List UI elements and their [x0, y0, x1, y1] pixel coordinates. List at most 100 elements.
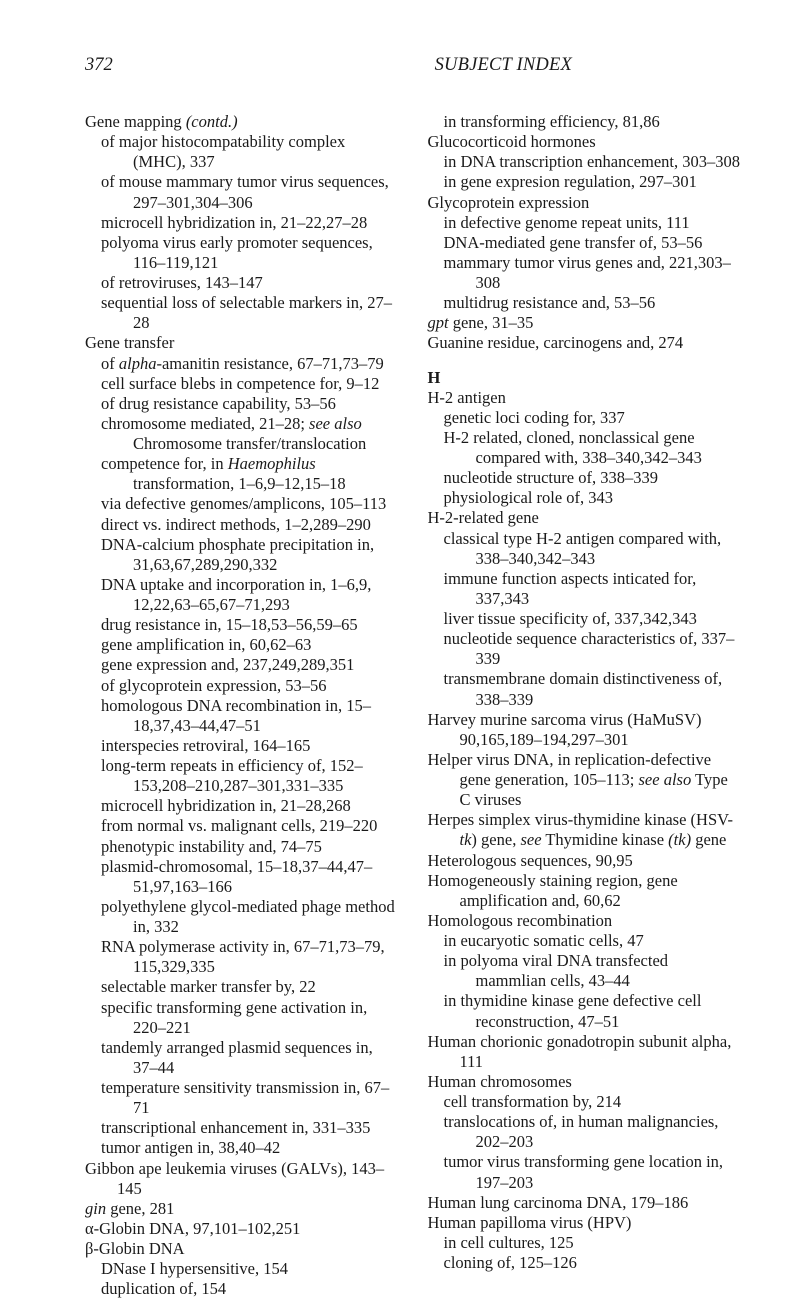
index-entry: H-2-related gene	[428, 508, 743, 528]
index-subentry: RNA polymerase activity in, 67–71,73–79,…	[85, 937, 400, 977]
see: see	[520, 830, 541, 849]
index-entry: Homologous recombination	[428, 911, 743, 931]
index-subentry: microcell hybridization in, 21–28,268	[85, 796, 400, 816]
index-subentry: DNA uptake and incorporation in, 1–6,9, …	[85, 575, 400, 615]
index-subentry: genetic loci coding for, 337	[428, 408, 743, 428]
index-subentry: in gene expresion regulation, 297–301	[428, 172, 743, 192]
index-entry: Human lung carcinoma DNA, 179–186	[428, 1193, 743, 1213]
text: Chromosome transfer/translocation	[133, 434, 366, 453]
index-subentry: tumor antigen in, 38,40–42	[85, 1138, 400, 1158]
index-subentry: nucleotide structure of, 338–339	[428, 468, 743, 488]
text: competence for, in	[101, 454, 228, 473]
index-subentry: translocations of, in human malignancies…	[428, 1112, 743, 1152]
index-subentry: chromosome mediated, 21–28; see also Chr…	[85, 414, 400, 454]
text: gene, 281	[106, 1199, 174, 1218]
index-entry: H-2 antigen	[428, 388, 743, 408]
text: of	[101, 354, 119, 373]
index-subentry: competence for, in Haemophilus transform…	[85, 454, 400, 494]
index-entry: Helper virus DNA, in replication-defecti…	[428, 750, 743, 810]
index-subentry: homologous DNA recombination in, 15–18,3…	[85, 696, 400, 736]
index-entry: Guanine residue, carcinogens and, 274	[428, 333, 743, 353]
italic-term: gin	[85, 1199, 106, 1218]
index-entry: Homogeneously staining region, gene ampl…	[428, 871, 743, 911]
italic-term: tk	[460, 830, 472, 849]
index-subentry: specific transforming gene activation in…	[85, 998, 400, 1038]
index-subentry: nucleotide sequence characteristics of, …	[428, 629, 743, 669]
text: -amanitin resistance, 67–71,73–79	[156, 354, 383, 373]
index-subentry: drug resistance in, 15–18,53–56,59–65	[85, 615, 400, 635]
index-entry: Glucocorticoid hormones	[428, 132, 743, 152]
index-subentry: duplication of, 154	[85, 1279, 400, 1299]
index-subentry: in thymidine kinase gene defective cell …	[428, 991, 743, 1031]
index-subentry: DNase I hypersensitive, 154	[85, 1259, 400, 1279]
index-subentry: DNA-calcium phosphate precipitation in, …	[85, 535, 400, 575]
index-subentry: DNA-mediated gene transfer of, 53–56	[428, 233, 743, 253]
index-entry: Human papilloma virus (HPV)	[428, 1213, 743, 1233]
index-subentry: via defective genomes/amplicons, 105–113	[85, 494, 400, 514]
index-subentry: of drug resistance capability, 53–56	[85, 394, 400, 414]
index-entry: Heterologous sequences, 90,95	[428, 851, 743, 871]
index-subentry: in eucaryotic somatic cells, 47	[428, 931, 743, 951]
index-subentry: tumor virus transforming gene location i…	[428, 1152, 743, 1192]
index-subentry: in polyoma viral DNA transfected mammlia…	[428, 951, 743, 991]
text: Herpes simplex virus-thymidine kinase (H…	[428, 810, 734, 829]
index-entry: Harvey murine sarcoma virus (HaMuSV) 90,…	[428, 710, 743, 750]
contd-marker: (contd.)	[186, 112, 238, 131]
index-entry: β-Globin DNA	[85, 1239, 400, 1259]
index-subentry: of major histocompatability complex (MHC…	[85, 132, 400, 172]
index-columns: Gene mapping (contd.) of major histocomp…	[85, 112, 742, 1299]
index-subentry: of glycoprotein expression, 53–56	[85, 676, 400, 696]
index-entry: Human chorionic gonadotropin subunit alp…	[428, 1032, 743, 1072]
index-subentry: of mouse mammary tumor virus sequences, …	[85, 172, 400, 212]
section-heading-h: H	[428, 368, 743, 388]
index-entry: Human chromosomes	[428, 1072, 743, 1092]
index-subentry: phenotypic instability and, 74–75	[85, 837, 400, 857]
index-entry: Gene mapping (contd.)	[85, 112, 400, 132]
index-subentry: in cell cultures, 125	[428, 1233, 743, 1253]
index-subentry: gene amplification in, 60,62–63	[85, 635, 400, 655]
index-subentry: classical type H-2 antigen compared with…	[428, 529, 743, 569]
index-entry: α-Globin DNA, 97,101–102,251	[85, 1219, 400, 1239]
index-subentry: liver tissue specificity of, 337,342,343	[428, 609, 743, 629]
index-subentry: in defective genome repeat units, 111	[428, 213, 743, 233]
index-subentry: interspecies retroviral, 164–165	[85, 736, 400, 756]
index-subentry: selectable marker transfer by, 22	[85, 977, 400, 997]
italic-term: (tk)	[668, 830, 691, 849]
running-title: SUBJECT INDEX	[435, 55, 572, 76]
index-subentry: of retroviruses, 143–147	[85, 273, 400, 293]
index-subentry: in DNA transcription enhancement, 303–30…	[428, 152, 743, 172]
index-subentry: temperature sensitivity transmission in,…	[85, 1078, 400, 1118]
index-subentry: microcell hybridization in, 21–22,27–28	[85, 213, 400, 233]
page: 372 SUBJECT INDEX Gene mapping (contd.) …	[0, 0, 800, 1208]
index-entry: gpt gene, 31–35	[428, 313, 743, 333]
index-subentry: cloning of, 125–126	[428, 1253, 743, 1273]
index-subentry: long-term repeats in efficiency of, 152–…	[85, 756, 400, 796]
text: Thymidine kinase	[542, 830, 669, 849]
index-subentry: transcriptional enhancement in, 331–335	[85, 1118, 400, 1138]
index-subentry: tandemly arranged plasmid sequences in, …	[85, 1038, 400, 1078]
index-subentry: of alpha-amanitin resistance, 67–71,73–7…	[85, 354, 400, 374]
index-subentry: polyoma virus early promoter sequences, …	[85, 233, 400, 273]
index-entry: Gibbon ape leukemia viruses (GALVs), 143…	[85, 1159, 400, 1199]
index-subentry: physiological role of, 343	[428, 488, 743, 508]
index-entry: Glycoprotein expression	[428, 193, 743, 213]
index-subentry: cell surface blebs in competence for, 9–…	[85, 374, 400, 394]
text: transformation, 1–6,9–12,15–18	[133, 474, 346, 493]
italic-term: alpha	[119, 354, 157, 373]
index-subentry: polyethylene glycol-mediated phage metho…	[85, 897, 400, 937]
index-subentry: immune function aspects inticated for, 3…	[428, 569, 743, 609]
italic-term: Haemophilus	[228, 454, 316, 473]
index-subentry: sequential loss of selectable markers in…	[85, 293, 400, 333]
page-number: 372	[85, 55, 113, 76]
index-subentry: in transforming efficiency, 81,86	[428, 112, 743, 132]
left-column: Gene mapping (contd.) of major histocomp…	[85, 112, 400, 1299]
text: chromosome mediated, 21–28;	[101, 414, 309, 433]
index-subentry: gene expression and, 237,249,289,351	[85, 655, 400, 675]
text: ) gene,	[471, 830, 520, 849]
see-also: see also	[639, 770, 692, 789]
page-header: 372 SUBJECT INDEX	[85, 55, 742, 76]
italic-term: gpt	[428, 313, 449, 332]
index-entry: Herpes simplex virus-thymidine kinase (H…	[428, 810, 743, 850]
text: gene, 31–35	[449, 313, 534, 332]
index-subentry: mammary tumor virus genes and, 221,303–3…	[428, 253, 743, 293]
